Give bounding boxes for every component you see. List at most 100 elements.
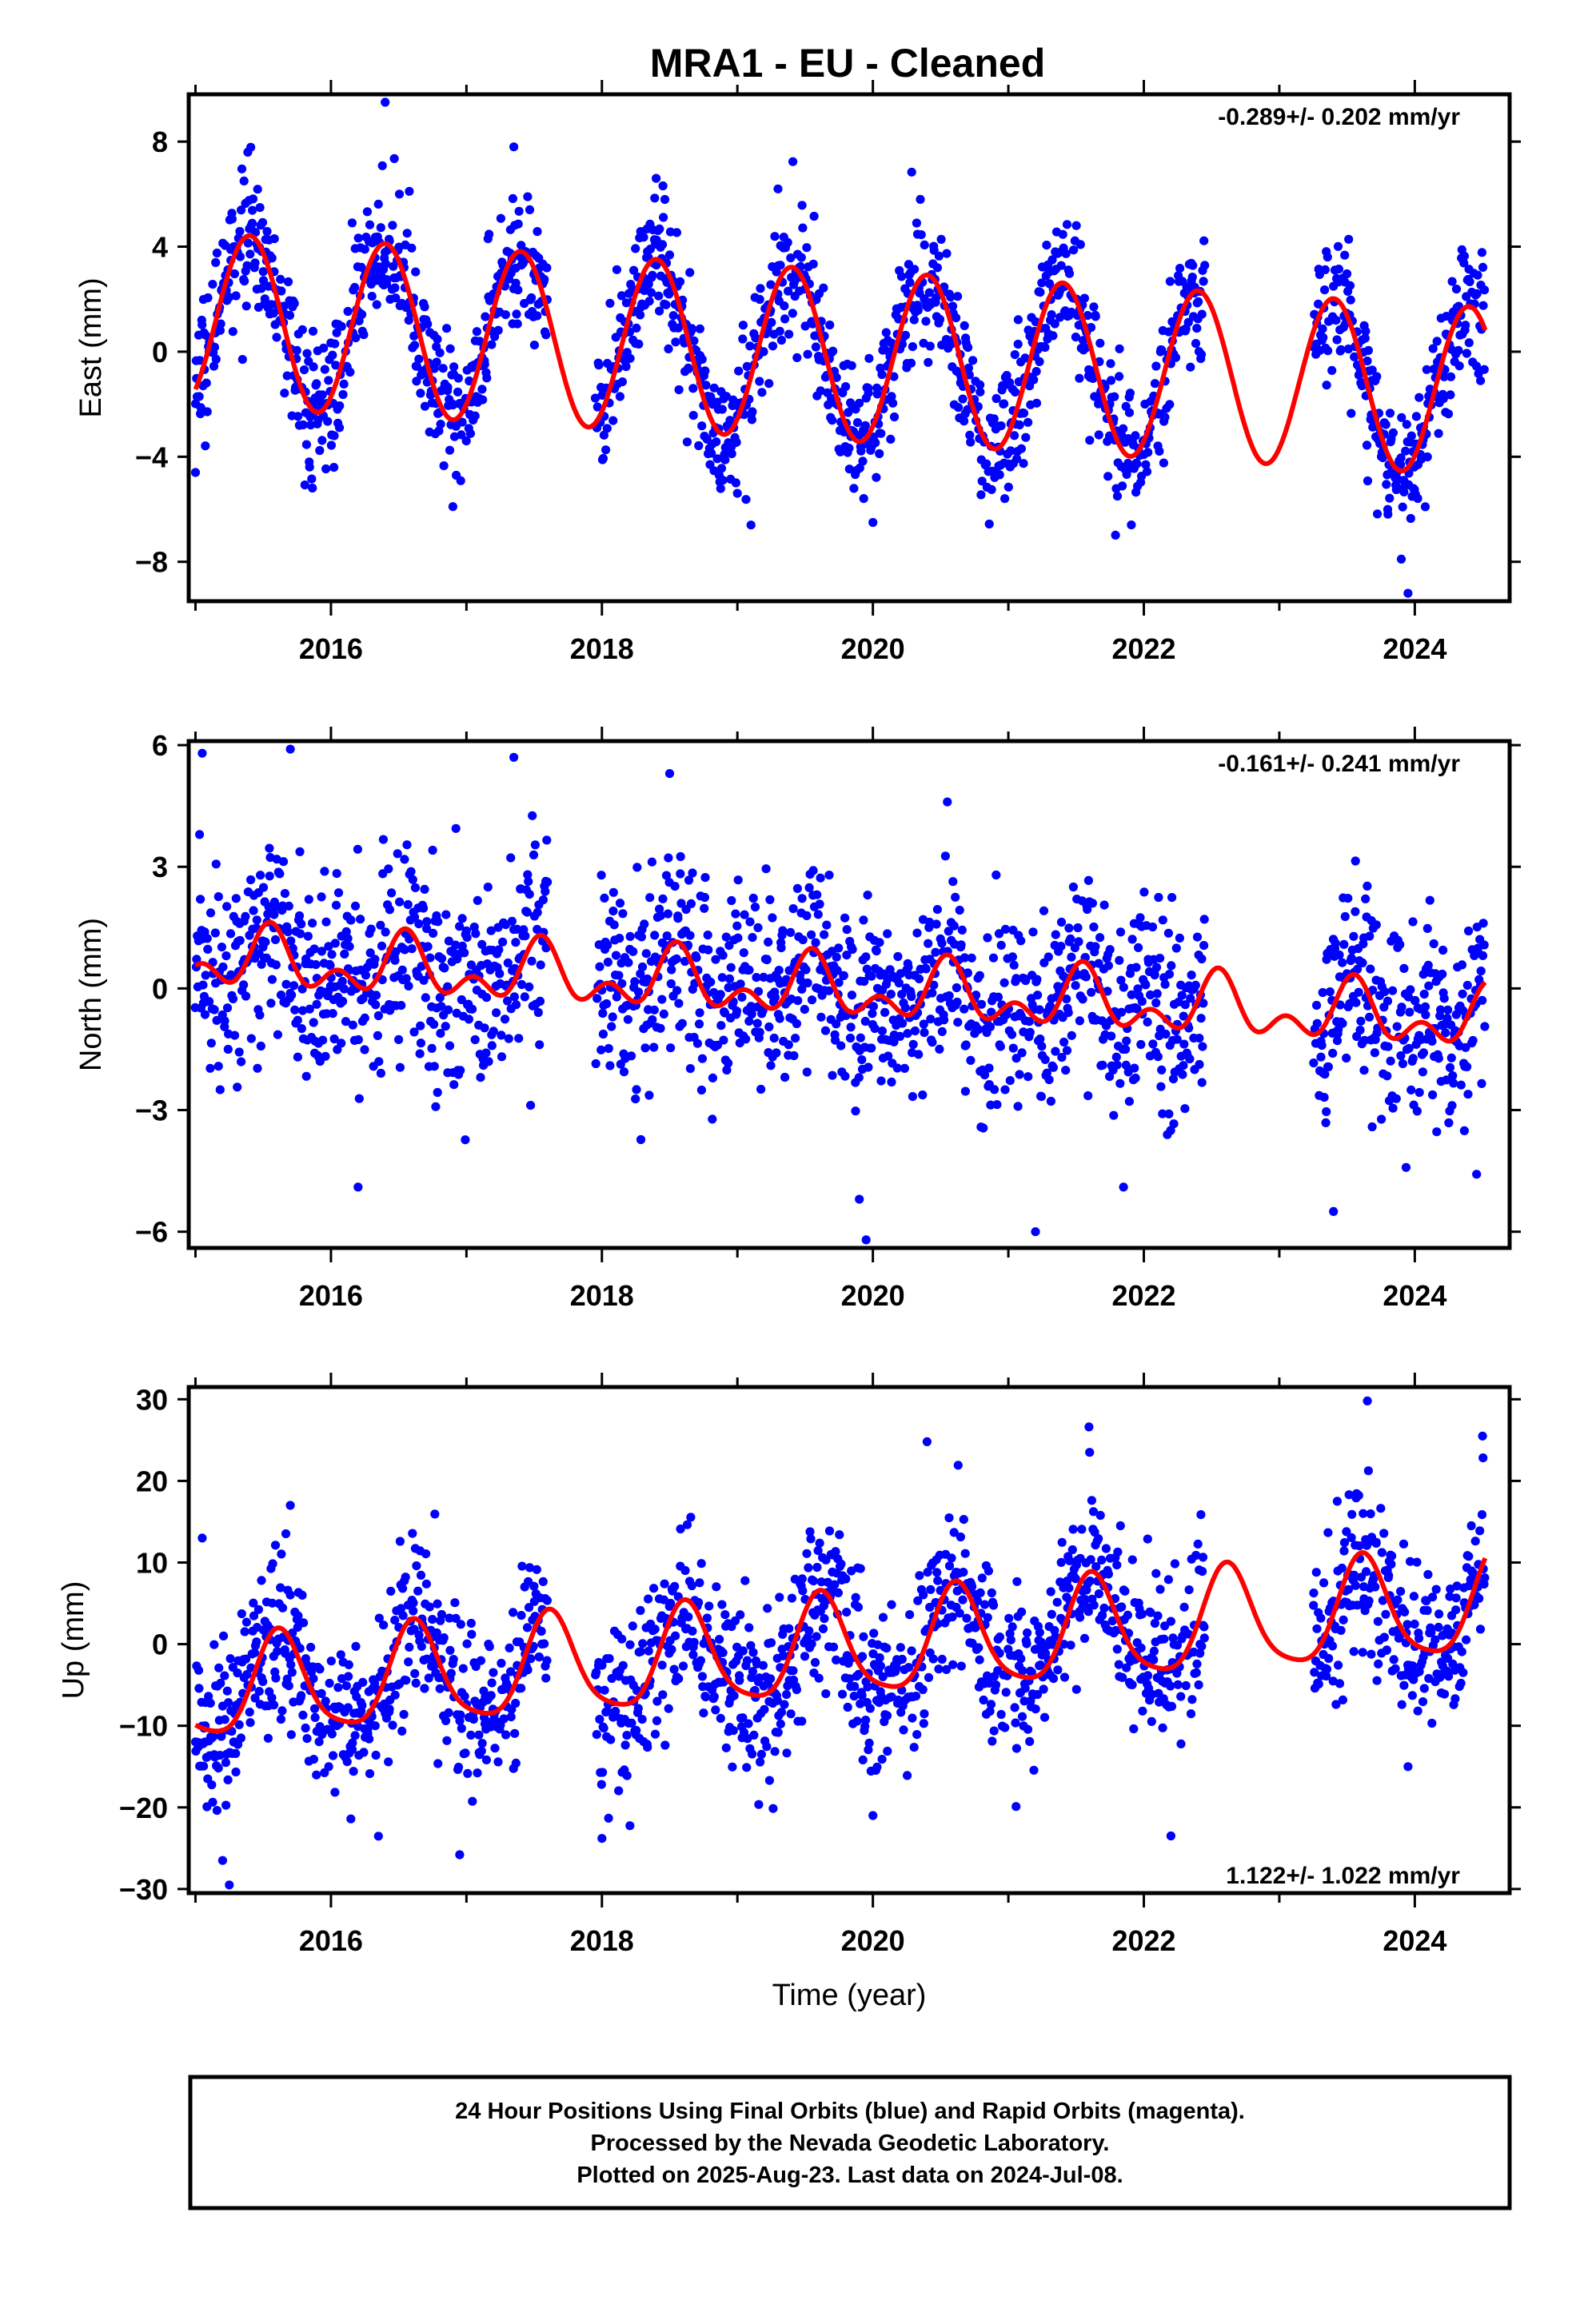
data-point: [879, 1613, 888, 1622]
data-point: [445, 1708, 453, 1717]
data-point: [660, 1580, 669, 1589]
data-point: [433, 1600, 441, 1608]
data-point: [421, 993, 430, 1002]
data-point: [987, 1700, 995, 1708]
data-point: [816, 899, 824, 908]
data-point: [897, 272, 906, 281]
data-point: [698, 1672, 707, 1680]
x-tick-label: 2018: [570, 632, 634, 665]
data-point: [763, 1604, 772, 1612]
data-point: [525, 890, 534, 899]
data-point: [1069, 883, 1078, 891]
data-point: [838, 1690, 847, 1699]
data-point: [425, 1603, 434, 1612]
data-point: [1472, 1170, 1481, 1178]
data-point: [221, 951, 230, 960]
data-point: [261, 938, 269, 947]
data-point: [1039, 1684, 1048, 1693]
data-point: [249, 906, 257, 915]
data-point: [1381, 1610, 1390, 1619]
data-point: [697, 421, 706, 430]
data-point: [600, 1724, 608, 1732]
data-point: [1323, 1529, 1332, 1537]
data-point: [365, 1769, 374, 1778]
data-point: [1391, 1664, 1400, 1673]
east-rate-label: -0.289+/- 0.202 mm/yr: [1218, 104, 1460, 130]
data-point: [644, 1090, 653, 1099]
data-point: [747, 520, 756, 529]
data-point: [1398, 503, 1407, 512]
data-point: [798, 201, 807, 209]
data-point: [330, 1788, 339, 1796]
data-point: [1316, 1053, 1325, 1062]
data-point: [997, 1710, 1006, 1719]
data-point: [321, 464, 330, 473]
data-point: [1387, 1552, 1396, 1561]
x-tick-label: 2016: [299, 632, 363, 665]
data-point: [530, 341, 539, 349]
data-point: [397, 1001, 405, 1010]
data-point: [232, 894, 241, 903]
data-point: [295, 911, 304, 920]
data-point: [935, 252, 944, 261]
data-point: [868, 518, 877, 527]
data-point: [255, 1011, 264, 1019]
data-point: [262, 227, 271, 236]
data-point: [281, 889, 289, 898]
data-point: [377, 942, 386, 951]
data-point: [240, 277, 249, 285]
data-point: [983, 933, 991, 942]
data-point: [896, 1643, 905, 1652]
data-point: [395, 898, 404, 907]
data-point: [1017, 1608, 1026, 1616]
data-point: [298, 325, 307, 334]
data-point: [525, 205, 534, 214]
data-point: [1451, 1605, 1460, 1614]
data-point: [664, 854, 672, 863]
data-point: [411, 268, 420, 277]
data-point: [1095, 339, 1104, 348]
data-point: [286, 1660, 295, 1669]
data-point: [450, 1598, 459, 1607]
data-point: [658, 1660, 667, 1669]
data-point: [1104, 961, 1113, 970]
data-point: [626, 932, 635, 941]
data-point: [1438, 946, 1447, 955]
data-point: [1042, 241, 1051, 249]
data-point: [1097, 1556, 1106, 1565]
data-point: [1143, 1018, 1152, 1026]
data-point: [428, 1615, 437, 1624]
data-point: [1040, 343, 1049, 352]
data-point: [1331, 939, 1340, 947]
data-point: [201, 441, 209, 450]
data-point: [954, 1461, 963, 1469]
data-point: [1359, 1648, 1367, 1656]
data-point: [859, 915, 868, 924]
data-point: [1406, 514, 1415, 523]
data-point: [988, 1589, 996, 1597]
data-point: [853, 1716, 862, 1725]
data-point: [405, 1643, 413, 1652]
data-point: [659, 181, 668, 190]
data-point: [319, 344, 328, 353]
data-point: [230, 1031, 239, 1040]
data-point: [924, 358, 932, 367]
data-point: [327, 950, 336, 959]
data-point: [537, 960, 545, 969]
data-point: [834, 943, 843, 952]
data-point: [1358, 959, 1367, 967]
data-point: [536, 997, 545, 1006]
data-point: [1035, 1005, 1044, 1014]
data-point: [592, 1730, 601, 1739]
data-point: [542, 835, 551, 844]
data-point: [685, 268, 694, 277]
data-point: [1053, 1665, 1062, 1674]
east-model-curve: [196, 236, 1486, 471]
data-point: [740, 948, 748, 957]
data-point: [848, 361, 856, 370]
data-point: [1335, 1679, 1344, 1688]
data-point: [958, 926, 967, 935]
data-point: [205, 1064, 214, 1073]
data-point: [524, 877, 533, 886]
